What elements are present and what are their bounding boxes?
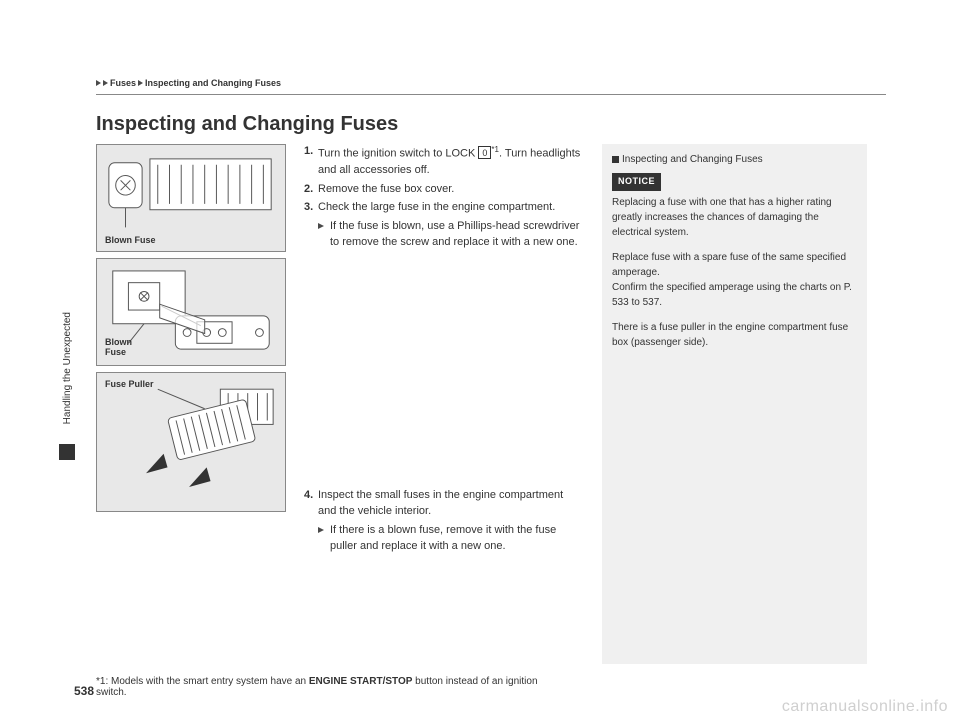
step-1: 1. Turn the ignition switch to LOCK 0*1.… [304, 144, 584, 179]
step-num: 4. [304, 488, 313, 504]
square-bullet-icon [612, 156, 619, 163]
notice-body: Replacing a fuse with one that has a hig… [612, 195, 857, 240]
footnote-bold: ENGINE START/STOP [309, 676, 413, 687]
page-number: 538 [74, 684, 94, 698]
step-text: Inspect the small fuses in the engine co… [318, 489, 563, 517]
illus-label: Fuse Puller [105, 379, 154, 389]
step-num: 2. [304, 182, 313, 198]
step-text: Check the large fuse in the engine compa… [318, 201, 555, 213]
step-text: Turn the ignition switch to LOCK [318, 148, 478, 160]
sub-text: If there is a blown fuse, remove it with… [330, 524, 556, 552]
section-marker-icon [59, 444, 75, 460]
illus-label: Blown Fuse [105, 235, 156, 245]
sidebar-text: There is a fuse puller in the engine com… [612, 320, 857, 350]
illustration-1: Blown Fuse [96, 144, 286, 252]
sub-text: If the fuse is blown, use a Phillips-hea… [330, 220, 579, 248]
step-4: 4. Inspect the small fuses in the engine… [304, 488, 584, 520]
triangle-bullet-icon [318, 527, 324, 533]
step-3-sub: If the fuse is blown, use a Phillips-hea… [304, 219, 584, 251]
instructions-column: 1. Turn the ignition switch to LOCK 0*1.… [304, 144, 584, 664]
divider [96, 94, 886, 95]
illustration-3: Fuse Puller [96, 372, 286, 512]
step-text: Remove the fuse box cover. [318, 183, 454, 195]
footnote-ref: *1 [491, 145, 499, 154]
notice-sidebar: Inspecting and Changing Fuses NOTICE Rep… [602, 144, 867, 664]
chevron-right-icon [103, 80, 108, 86]
section-tab: Handling the Unexpected [62, 312, 73, 424]
illus-label: Blown Fuse [105, 337, 132, 357]
triangle-bullet-icon [318, 223, 324, 229]
sidebar-text: Replace fuse with a spare fuse of the sa… [612, 250, 857, 280]
breadcrumb-seg: Inspecting and Changing Fuses [145, 78, 281, 88]
footnote: *1: Models with the smart entry system h… [96, 676, 566, 698]
watermark: carmanualsonline.info [782, 698, 948, 716]
step-num: 3. [304, 200, 313, 216]
sidebar-head-text: Inspecting and Changing Fuses [622, 152, 763, 167]
step-3: 3. Check the large fuse in the engine co… [304, 200, 584, 216]
breadcrumb-seg: Fuses [110, 78, 136, 88]
breadcrumb: Fuses Inspecting and Changing Fuses [96, 78, 886, 88]
chevron-right-icon [138, 80, 143, 86]
page-title: Inspecting and Changing Fuses [96, 113, 886, 136]
sidebar-heading: Inspecting and Changing Fuses [612, 152, 857, 167]
chevron-right-icon [96, 80, 101, 86]
step-2: 2. Remove the fuse box cover. [304, 182, 584, 198]
fuse-puller-diagram [103, 379, 279, 505]
footnote-pre: *1: Models with the smart entry system h… [96, 676, 309, 687]
step-num: 1. [304, 144, 313, 160]
blown-fuse-diagram-1 [103, 151, 279, 245]
illustration-2: Blown Fuse [96, 258, 286, 366]
sidebar-text: Confirm the specified amperage using the… [612, 280, 857, 310]
step-4-sub: If there is a blown fuse, remove it with… [304, 523, 584, 555]
notice-badge: NOTICE [612, 173, 661, 191]
illustration-column: Blown Fuse Blown [96, 144, 286, 664]
key-icon: 0 [478, 146, 491, 159]
